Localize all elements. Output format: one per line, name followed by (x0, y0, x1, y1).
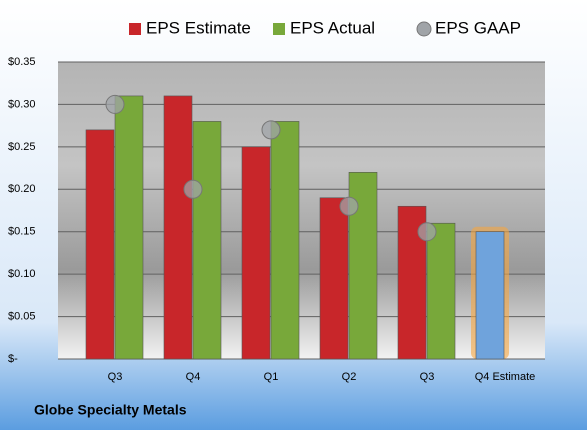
y-tick-label: $0.30 (8, 98, 36, 110)
legend-label: EPS Actual (290, 18, 375, 37)
legend-marker (416, 21, 432, 37)
y-tick-label: $0.05 (8, 310, 36, 322)
gaap-marker (339, 196, 359, 216)
x-tick-label: Q4 Estimate (475, 371, 536, 383)
y-tick-label: $0.35 (8, 56, 36, 68)
bar (270, 121, 300, 360)
y-tick-label: $0.25 (8, 141, 36, 153)
x-tick-label: Q3 (420, 371, 435, 383)
bar (85, 129, 115, 360)
y-tick-label: $0.15 (8, 226, 36, 238)
bar (114, 95, 144, 360)
legend-marker (129, 23, 141, 35)
bar (475, 231, 505, 360)
y-tick-label: $- (8, 353, 18, 365)
gaap-marker (183, 179, 203, 199)
bar (319, 197, 349, 360)
legend-label: EPS Estimate (146, 18, 251, 37)
gaap-marker (417, 222, 437, 242)
y-tick-label: $0.10 (8, 268, 36, 280)
legend-label: EPS GAAP (435, 18, 521, 37)
bar (241, 146, 271, 360)
bar (426, 222, 456, 360)
x-tick-label: Q4 (186, 371, 201, 383)
x-tick-label: Q3 (108, 371, 123, 383)
bar (192, 121, 222, 360)
gaap-marker (261, 120, 281, 140)
legend-marker (273, 23, 285, 35)
chart-title: Globe Specialty Metals (34, 402, 187, 418)
x-tick-label: Q1 (264, 371, 279, 383)
y-tick-label: $0.20 (8, 183, 36, 195)
gaap-marker (105, 94, 125, 114)
bar (163, 95, 193, 360)
x-tick-label: Q2 (342, 371, 357, 383)
